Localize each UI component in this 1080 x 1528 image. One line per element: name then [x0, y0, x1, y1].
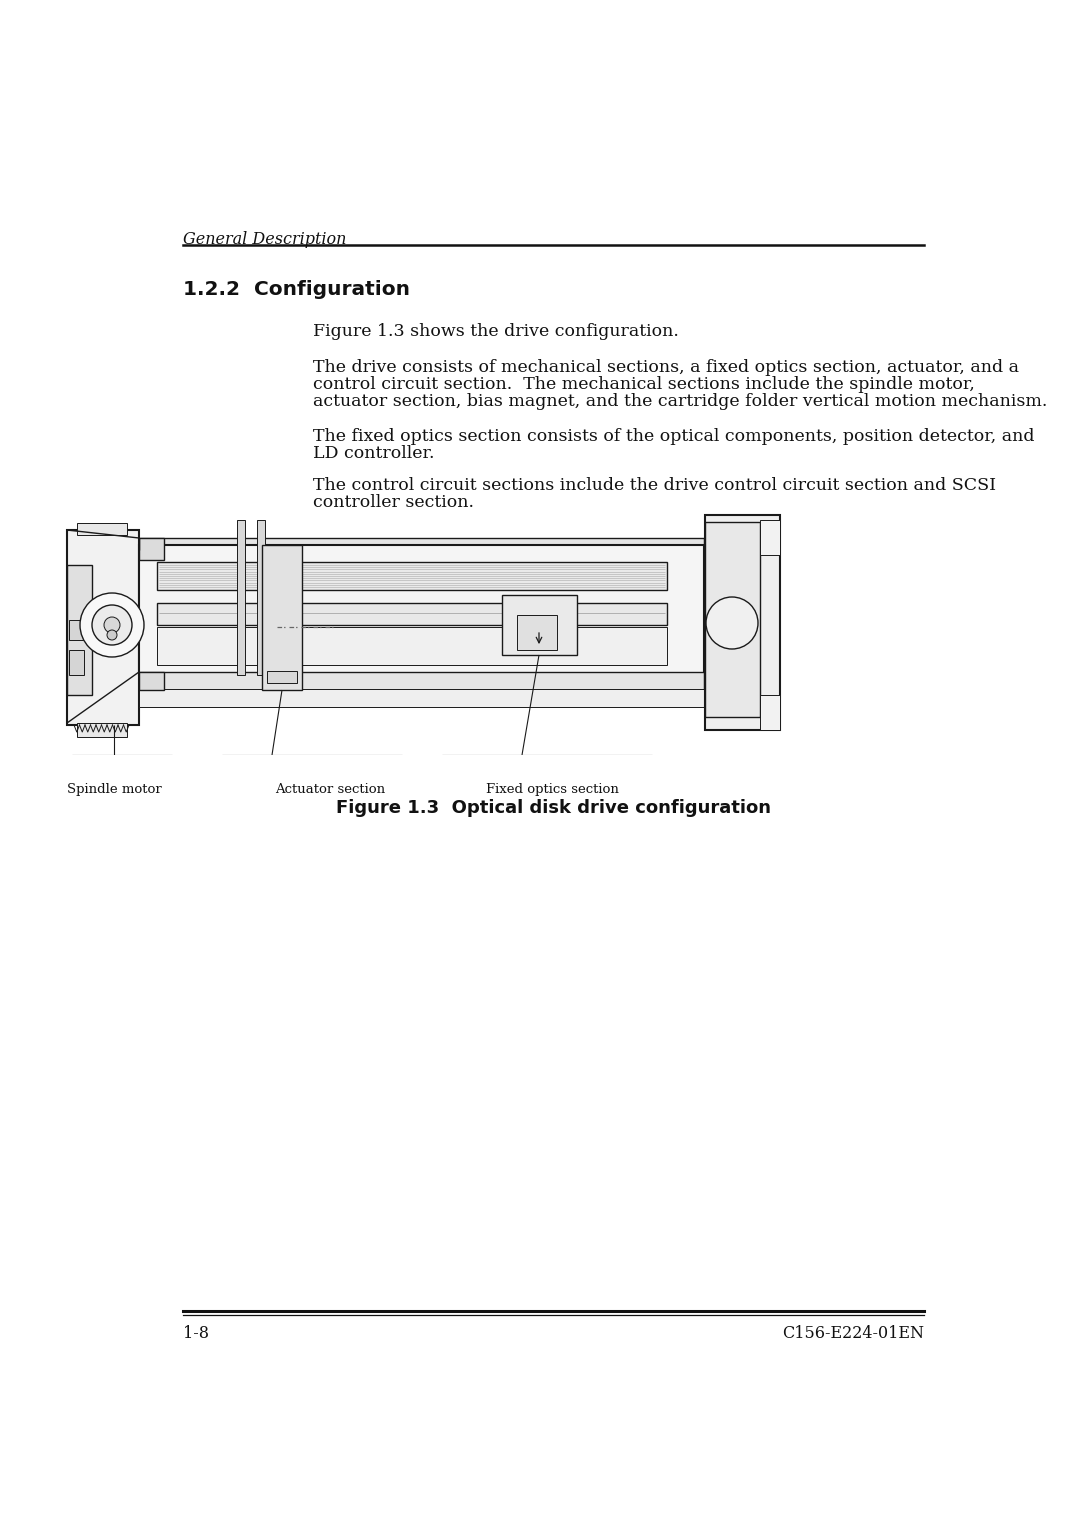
Bar: [705, 515, 780, 730]
Bar: [77, 723, 127, 736]
Bar: [237, 520, 245, 675]
Bar: [157, 604, 667, 625]
Bar: [517, 614, 557, 649]
Text: Fixed optics section: Fixed optics section: [486, 782, 619, 796]
Bar: [760, 520, 780, 555]
Text: 1-8: 1-8: [183, 1325, 210, 1342]
Text: 1.2.2  Configuration: 1.2.2 Configuration: [183, 280, 410, 298]
Circle shape: [104, 617, 120, 633]
Bar: [139, 538, 704, 550]
Polygon shape: [705, 675, 762, 704]
Bar: [69, 620, 84, 640]
Text: Control circuit section: Control circuit section: [469, 552, 618, 564]
Bar: [139, 545, 704, 675]
Circle shape: [107, 630, 117, 640]
Text: Figure 1.3 shows the drive configuration.: Figure 1.3 shows the drive configuration…: [313, 324, 679, 341]
Bar: [257, 520, 265, 675]
Bar: [67, 565, 92, 695]
Bar: [77, 523, 127, 535]
Text: The fixed optics section consists of the optical components, position detector, : The fixed optics section consists of the…: [313, 428, 1035, 445]
Polygon shape: [705, 545, 762, 575]
Text: Spindle motor: Spindle motor: [67, 782, 161, 796]
Text: General Description: General Description: [183, 231, 347, 248]
Circle shape: [706, 597, 758, 649]
Text: actuator section, bias magnet, and the cartridge folder vertical motion mechanis: actuator section, bias magnet, and the c…: [313, 393, 1048, 410]
Text: Figure 1.3  Optical disk drive configuration: Figure 1.3 Optical disk drive configurat…: [336, 799, 771, 817]
Text: The control circuit sections include the drive control circuit section and SCSI: The control circuit sections include the…: [313, 477, 997, 495]
Text: The drive consists of mechanical sections, a fixed optics section, actuator, and: The drive consists of mechanical section…: [313, 359, 1020, 376]
Bar: [139, 689, 704, 707]
Bar: [139, 672, 164, 691]
Bar: [262, 545, 302, 691]
Bar: [760, 695, 780, 730]
Bar: [502, 594, 577, 656]
Text: LD controller.: LD controller.: [313, 445, 435, 461]
Text: Actuator section: Actuator section: [275, 782, 386, 796]
Text: Optical disk cartridge: Optical disk cartridge: [325, 552, 471, 564]
Circle shape: [92, 605, 132, 645]
Text: controller section.: controller section.: [313, 495, 474, 512]
Text: control circuit section.  The mechanical sections include the spindle motor,: control circuit section. The mechanical …: [313, 376, 975, 393]
Text: C156-E224-01EN: C156-E224-01EN: [782, 1325, 924, 1342]
Bar: [157, 626, 667, 665]
Bar: [67, 530, 139, 724]
Bar: [705, 523, 760, 717]
Bar: [69, 649, 84, 675]
Circle shape: [80, 593, 144, 657]
Bar: [157, 562, 667, 590]
Bar: [139, 672, 704, 691]
Bar: [267, 671, 297, 683]
Bar: [139, 538, 164, 559]
